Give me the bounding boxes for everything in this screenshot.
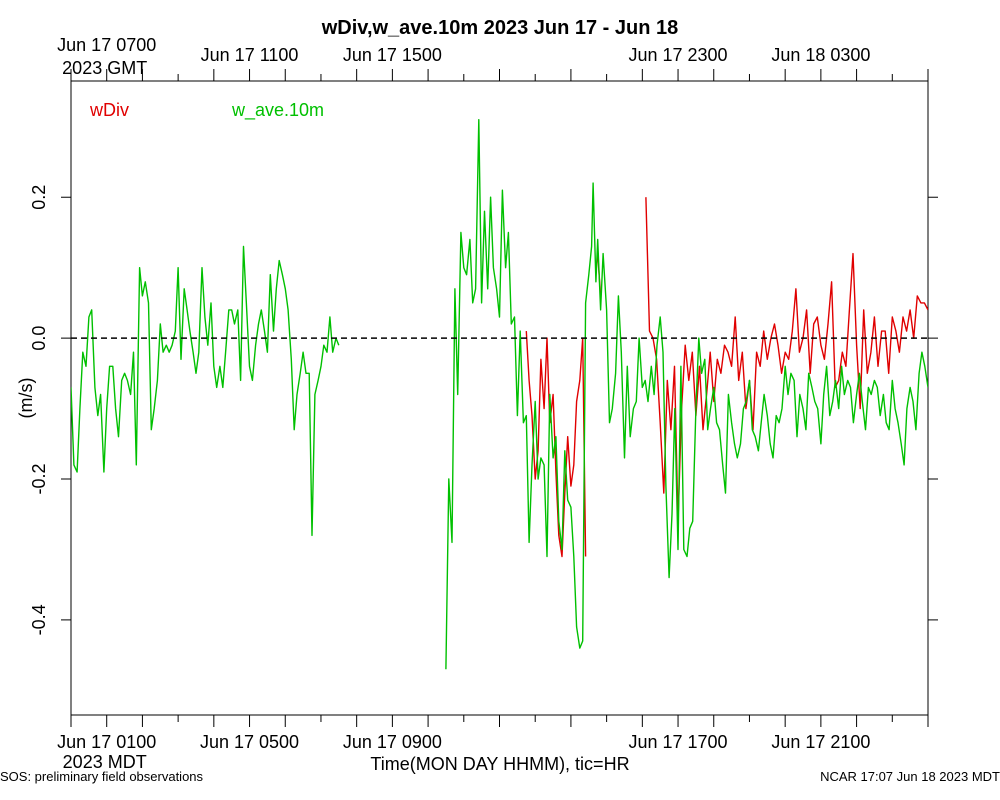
- top-time-axis: Jun 17 0700 2023 GMT Jun 17 1100 Jun 17 150…: [57, 35, 929, 81]
- legend: wDiv w_ave.10m: [89, 100, 324, 121]
- x-axis-label: Time(MON DAY HHMM), tic=HR: [370, 754, 629, 774]
- chart-title: wDiv,w_ave.10m 2023 Jun 17 - Jun 18: [321, 17, 678, 39]
- series-w-ave-10m: [71, 118, 928, 670]
- x-tick-label: Jun 17 1700: [628, 732, 727, 752]
- x-tick-label-top: Jun 17 1100: [201, 45, 299, 65]
- series-line: [525, 331, 587, 558]
- footer-left: SOS: preliminary field observations: [0, 769, 204, 784]
- x-tick-label: Jun 17 0500: [200, 732, 299, 752]
- x-tick-label-top: Jun 17 1500: [343, 45, 442, 65]
- x-tick-label: Jun 17 2100: [771, 732, 870, 752]
- legend-entry: w_ave.10m: [231, 100, 324, 121]
- y-axis-label: (m/s): [16, 378, 36, 419]
- series-line: [645, 197, 928, 522]
- x-tick-label: Jun 17 0100: [57, 732, 156, 752]
- x-tick-label: Jun 17 0900: [343, 732, 442, 752]
- legend-entry: wDiv: [89, 100, 129, 120]
- x-axis-timezone-label: 2023 MDT: [63, 752, 147, 772]
- y-axis: 0.2 0.0 -0.2 -0.4: [29, 185, 938, 635]
- x-tick-label-top: Jun 17 0700: [57, 35, 156, 55]
- series-line: [71, 245, 340, 537]
- x-tick-label-top: Jun 17 2300: [628, 45, 727, 65]
- x-tick-label-top: Jun 18 0300: [771, 45, 870, 65]
- y-tick-label: 0.0: [29, 326, 49, 351]
- series-layer: [71, 118, 928, 670]
- y-tick-label: -0.2: [29, 463, 49, 494]
- series-line: [445, 118, 928, 670]
- series-wdiv: [525, 197, 928, 558]
- x-axis-timezone-label-top: 2023 GMT: [62, 58, 147, 78]
- y-tick-label: -0.4: [29, 604, 49, 635]
- footer-right: NCAR 17:07 Jun 18 2023 MDT: [820, 769, 1000, 784]
- y-tick-label: 0.2: [29, 185, 49, 210]
